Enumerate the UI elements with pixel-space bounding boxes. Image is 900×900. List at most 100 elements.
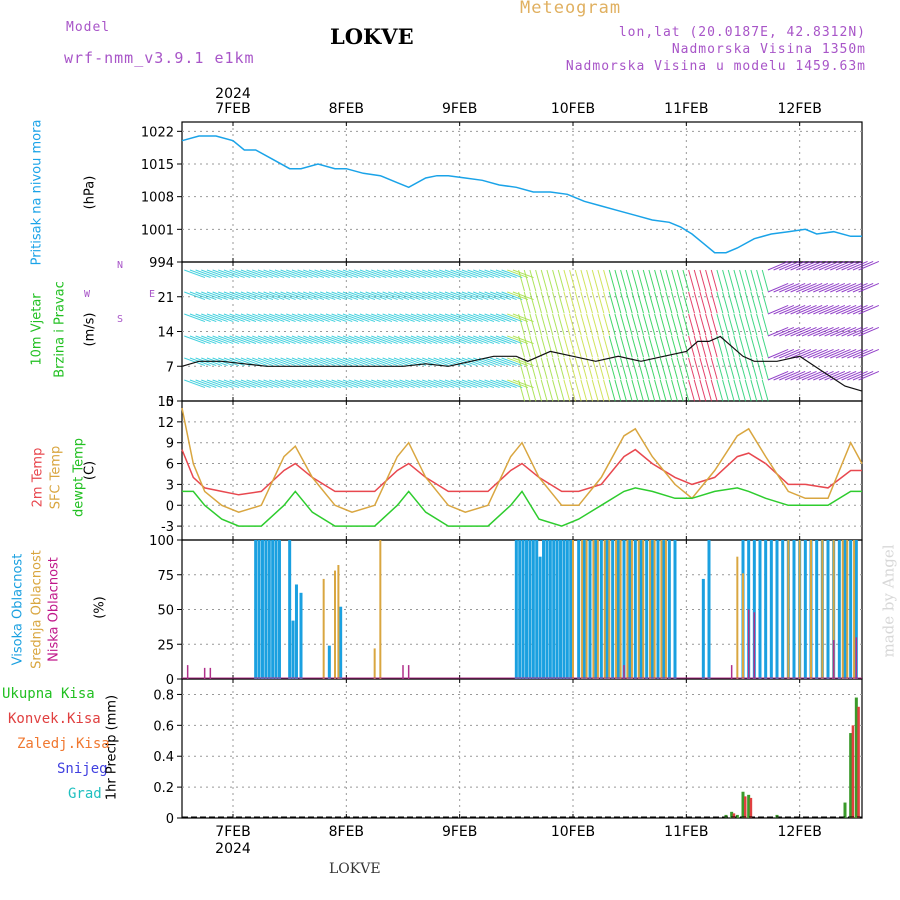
wind-barb bbox=[784, 304, 806, 315]
wind-barb bbox=[847, 326, 868, 337]
wind-barb bbox=[654, 335, 661, 358]
wind-barb bbox=[523, 269, 531, 292]
wind-barb bbox=[212, 269, 234, 279]
wind-barb bbox=[490, 357, 512, 367]
wind-barb bbox=[376, 291, 398, 301]
wind-barb bbox=[552, 313, 559, 336]
wind-barb bbox=[699, 269, 707, 292]
wind-barb bbox=[574, 269, 582, 292]
cloud-high-bar bbox=[588, 540, 592, 679]
wind-barb bbox=[603, 357, 610, 380]
wind-barb bbox=[631, 291, 639, 314]
wind-barb bbox=[342, 335, 364, 345]
wind-barb bbox=[286, 291, 308, 301]
wind-barb bbox=[393, 269, 415, 279]
wind-barb bbox=[280, 313, 302, 323]
wind-barb bbox=[461, 291, 483, 301]
wind-barb bbox=[478, 291, 500, 301]
cloud-mid-bar bbox=[626, 540, 629, 679]
wind-barb bbox=[665, 313, 673, 336]
wind-barb bbox=[473, 357, 495, 367]
wind-barb bbox=[796, 260, 817, 271]
wind-barb bbox=[507, 335, 529, 345]
wind-barb bbox=[371, 357, 393, 367]
model-label: Model bbox=[66, 20, 111, 35]
wind-barb bbox=[529, 269, 537, 292]
wind-barb bbox=[257, 269, 279, 279]
wind-barb bbox=[699, 313, 707, 336]
y-tick-label: 15 bbox=[157, 395, 174, 410]
y-tick-label: 0.8 bbox=[153, 688, 174, 703]
wind-barb bbox=[314, 291, 336, 301]
cloud-low-bar bbox=[623, 665, 625, 679]
wind-speed-line bbox=[181, 335, 863, 392]
wind-barb bbox=[648, 335, 656, 358]
wind-barb bbox=[478, 269, 500, 279]
wind-barb bbox=[858, 348, 880, 359]
cloud-mid-bar bbox=[736, 556, 739, 679]
wind-barb bbox=[569, 357, 576, 380]
wind-barb bbox=[501, 269, 523, 279]
y-tick-label: 1015 bbox=[141, 158, 174, 173]
wind-barb bbox=[240, 335, 262, 345]
wind-barb bbox=[529, 291, 537, 314]
wind-barb bbox=[796, 282, 817, 293]
wind-barb bbox=[557, 269, 565, 292]
wind-barb bbox=[218, 269, 240, 279]
wind-barb bbox=[484, 357, 506, 367]
cloud-high-bar bbox=[271, 540, 275, 679]
wind-barb bbox=[365, 379, 387, 389]
wind-barb bbox=[790, 304, 812, 315]
cloud-low-bar bbox=[855, 637, 858, 679]
wind-barb bbox=[371, 291, 393, 301]
cloud-mid-bar bbox=[337, 565, 340, 679]
wind-barb bbox=[733, 291, 741, 314]
wind-barb bbox=[314, 379, 336, 389]
wind-barb bbox=[303, 335, 325, 345]
wind-barb bbox=[835, 304, 857, 315]
wind-barb bbox=[699, 291, 707, 314]
wind-barb bbox=[399, 313, 421, 323]
wind-barb bbox=[246, 313, 268, 323]
wind-barb bbox=[597, 291, 605, 314]
wind-barb bbox=[325, 269, 347, 279]
wind-barb bbox=[359, 313, 381, 323]
wind-barb bbox=[824, 326, 846, 337]
wind-barb bbox=[450, 291, 472, 301]
wind-barb bbox=[523, 335, 531, 358]
wind-barb bbox=[274, 269, 296, 279]
wind-barb bbox=[201, 269, 223, 279]
wind-barb bbox=[444, 313, 466, 323]
wind-barb bbox=[648, 291, 656, 314]
page-title: LOKVE bbox=[330, 24, 414, 49]
wind-barb bbox=[512, 379, 534, 389]
wind-barb bbox=[410, 335, 432, 345]
legend-conv-rain: Konvek.Kisa bbox=[8, 711, 101, 727]
wind-barb bbox=[507, 357, 529, 367]
wind-barb bbox=[654, 357, 661, 380]
wind-barb bbox=[756, 379, 763, 402]
precip-total-bar bbox=[735, 814, 739, 818]
wind-barb bbox=[767, 304, 789, 315]
wind-barb bbox=[274, 335, 296, 345]
wind-barb bbox=[308, 357, 330, 367]
wind-barb bbox=[557, 379, 565, 402]
cloud-high-bar bbox=[521, 540, 525, 679]
wind-barb bbox=[337, 357, 359, 367]
wind-barb bbox=[308, 269, 330, 279]
wind-barb bbox=[779, 304, 800, 315]
wind-barb bbox=[320, 335, 342, 345]
wind-barb bbox=[580, 269, 588, 292]
wind-barb bbox=[779, 348, 800, 359]
precip-total-bar bbox=[843, 802, 847, 818]
cloud-high-bar bbox=[764, 540, 768, 679]
wind-barb bbox=[591, 379, 599, 402]
wind-barb bbox=[263, 357, 285, 367]
cloud-high-bar bbox=[538, 556, 542, 679]
wind-barb bbox=[331, 269, 353, 279]
wind-barb bbox=[303, 313, 325, 323]
wind-barb bbox=[563, 269, 571, 292]
wind-barb bbox=[744, 335, 752, 358]
cloud-mid-bar bbox=[832, 540, 835, 679]
